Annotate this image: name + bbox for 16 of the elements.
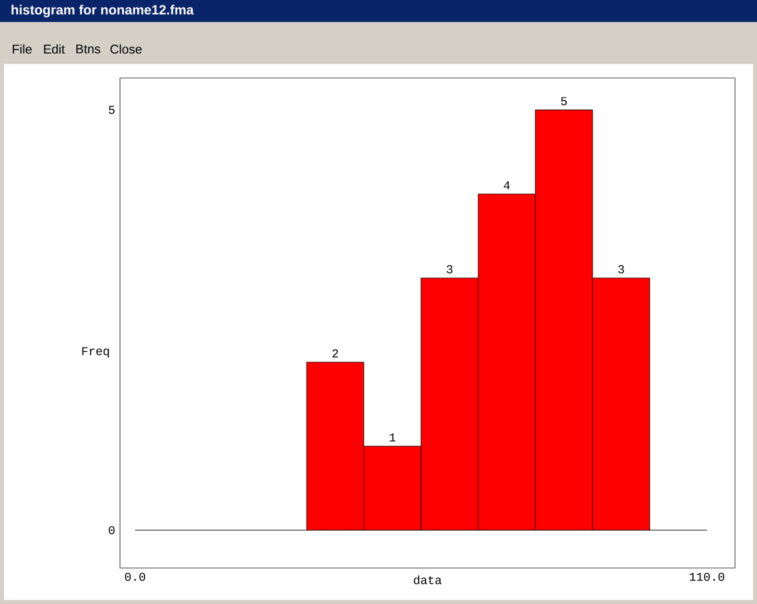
text: Close	[110, 44, 142, 54]
text: File	[12, 44, 32, 54]
text: Edit	[44, 44, 65, 54]
data-label: 1	[390, 434, 396, 442]
data-label: 3	[618, 265, 624, 274]
x-tick-label: 110.0	[690, 572, 724, 581]
data-label: 3	[446, 265, 452, 274]
y-axis-title: Freq	[82, 347, 109, 358]
y-tick-label: 0	[108, 526, 115, 534]
data-label: 5	[561, 97, 567, 106]
data-label: 4	[504, 181, 510, 190]
x-axis-title: data	[414, 575, 442, 584]
text: Btns	[76, 44, 100, 54]
chart-title: histogram for noname12.fma	[12, 4, 194, 18]
x-tick-label: 0.0	[125, 572, 146, 581]
data-label: 2	[332, 349, 338, 358]
